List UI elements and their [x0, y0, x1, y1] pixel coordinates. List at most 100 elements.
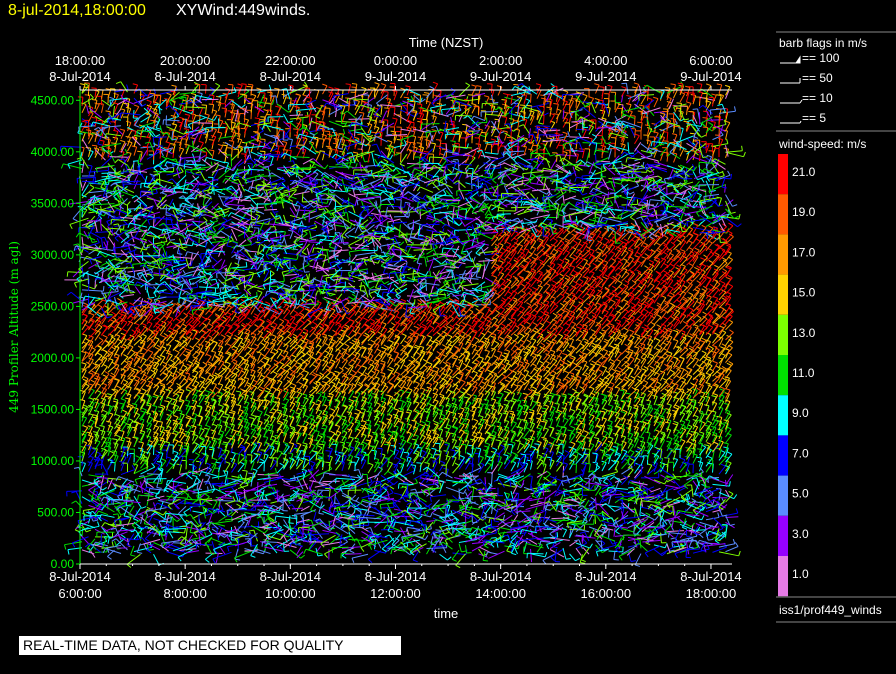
- wind-barb-flag: [144, 141, 151, 144]
- wind-barb-flag: [193, 532, 198, 537]
- wind-barb-shaft: [159, 223, 178, 226]
- wind-barb-flag: [87, 164, 93, 167]
- wind-barb-shaft: [133, 84, 139, 94]
- wind-barb: [127, 329, 137, 341]
- wind-barb-shaft: [196, 480, 200, 489]
- wind-barb-shaft: [81, 353, 90, 362]
- wind-barb: [180, 156, 200, 159]
- wind-barb-shaft: [83, 247, 102, 253]
- wind-barb-shaft: [88, 135, 94, 144]
- wind-barb: [77, 516, 96, 526]
- wind-barb: [81, 361, 91, 373]
- wind-barb-flag: [184, 251, 188, 257]
- wind-barb: [148, 513, 154, 526]
- wind-barb-shaft: [88, 151, 94, 161]
- wind-barb-flag: [137, 531, 143, 534]
- wind-barb-flag: [81, 120, 87, 123]
- wind-barb-flag: [208, 529, 213, 535]
- wind-barb: [81, 93, 94, 105]
- wind-barb: [91, 99, 98, 110]
- wind-barb-shaft: [140, 390, 147, 400]
- wind-barb-shaft: [76, 270, 89, 280]
- wind-barb-shaft: [148, 513, 154, 524]
- wind-barb-shaft: [83, 514, 102, 517]
- wind-barb-flag: [157, 443, 164, 446]
- wind-barb-flag: [161, 155, 167, 160]
- wind-barb-flag: [91, 328, 97, 332]
- wind-barb-flag: [169, 462, 174, 466]
- wind-barb-shaft: [81, 479, 97, 486]
- wind-barb: [83, 295, 102, 302]
- wind-barb: [192, 318, 201, 330]
- wind-barb-shaft: [81, 340, 90, 349]
- wind-barb: [101, 339, 110, 351]
- wind-barb-flag: [103, 536, 108, 542]
- wind-barb-flag: [137, 494, 139, 501]
- wind-barb-flag: [97, 324, 103, 328]
- wind-barb-shaft: [155, 118, 161, 129]
- wind-barb-shaft: [75, 491, 83, 504]
- wind-barb-flag: [87, 425, 93, 428]
- wind-barb: [140, 357, 147, 369]
- wind-barb: [190, 430, 196, 441]
- wind-barb-flag: [161, 192, 167, 196]
- wind-barb-shaft: [192, 510, 205, 514]
- wind-barb-shaft: [133, 437, 139, 447]
- wind-barb: [92, 447, 98, 458]
- wind-barb-shaft: [84, 272, 102, 279]
- wind-barb: [81, 184, 89, 198]
- wind-barb-flag: [194, 452, 200, 456]
- wind-barb-flag: [105, 138, 111, 141]
- wind-barb: [66, 490, 83, 497]
- wind-barb-shaft: [161, 244, 167, 257]
- wind-barb-shaft: [88, 403, 95, 412]
- wind-barb-flag: [141, 322, 147, 326]
- wind-barb-flag: [75, 246, 80, 251]
- wind-barb-flag: [63, 544, 67, 550]
- wind-barb: [195, 171, 206, 182]
- wind-barb-shaft: [94, 149, 106, 161]
- wind-barb-shaft: [101, 89, 104, 99]
- wind-barb-shaft: [133, 146, 138, 156]
- wind-barb: [86, 538, 96, 552]
- wind-barb-shaft: [196, 543, 213, 546]
- wind-barb-flag: [89, 195, 95, 199]
- wind-barb-flag: [80, 446, 86, 449]
- wind-barb: [159, 544, 169, 552]
- wind-barb: [88, 328, 97, 339]
- wind-barb: [94, 149, 106, 161]
- wind-barb-flag: [128, 403, 134, 407]
- wind-barb: [126, 453, 132, 464]
- wind-barb-shaft: [94, 332, 101, 341]
- wind-barb-flag: [102, 409, 108, 413]
- wind-barb: [76, 156, 89, 169]
- wind-barb-shaft: [64, 541, 83, 546]
- wind-barb: [88, 472, 104, 478]
- wind-barb-flag: [89, 312, 95, 316]
- wind-barb-flag: [138, 173, 144, 176]
- wind-barb-shaft: [81, 307, 89, 316]
- wind-barb-flag: [83, 295, 86, 302]
- wind-barb-shaft: [101, 443, 108, 453]
- wind-barb-shaft: [114, 198, 128, 206]
- wind-barb-shaft: [153, 554, 160, 566]
- wind-barb-flag: [156, 344, 162, 349]
- wind-barb-shaft: [88, 462, 93, 472]
- wind-barb-flag: [157, 406, 163, 409]
- wind-barb-flag: [156, 244, 163, 247]
- wind-barb-flag: [163, 523, 169, 525]
- wind-barb: [177, 549, 193, 562]
- wind-barb: [83, 205, 102, 215]
- wind-barb-shaft: [81, 221, 94, 226]
- wind-barb-flag: [100, 313, 106, 318]
- wind-barb-flag: [66, 271, 69, 277]
- wind-barb: [81, 160, 85, 173]
- wind-barb: [88, 317, 96, 329]
- wind-barb-shaft: [107, 414, 114, 423]
- wind-barb-shaft: [179, 410, 183, 420]
- wind-barb: [101, 364, 108, 375]
- wind-barb-flag: [170, 359, 175, 364]
- wind-barb-shaft: [153, 328, 161, 337]
- wind-barb-shaft: [145, 283, 167, 286]
- wind-barb-shaft: [185, 219, 206, 223]
